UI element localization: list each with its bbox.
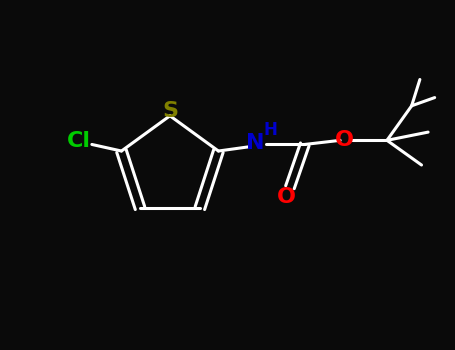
Text: O: O bbox=[335, 130, 354, 150]
Text: S: S bbox=[162, 101, 178, 121]
Text: H: H bbox=[263, 121, 277, 139]
Text: Cl: Cl bbox=[67, 131, 91, 151]
Text: N: N bbox=[246, 133, 265, 153]
Text: O: O bbox=[277, 187, 296, 207]
